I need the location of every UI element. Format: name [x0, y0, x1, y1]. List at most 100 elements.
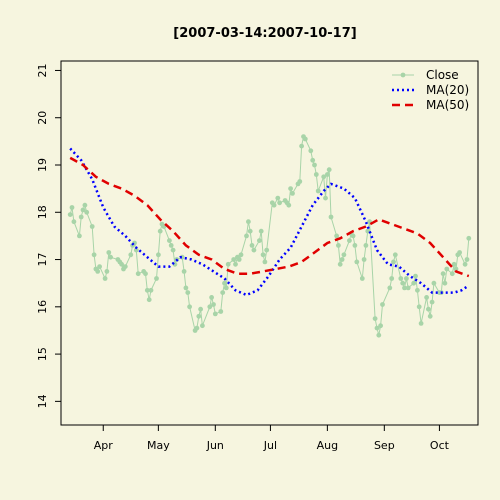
- data-point: [416, 304, 422, 310]
- data-point: [315, 188, 321, 194]
- series-1: [69, 147, 470, 297]
- data-point: [246, 219, 251, 225]
- data-point: [413, 273, 418, 279]
- data-point: [133, 247, 139, 253]
- x-tick-label: Jul: [263, 439, 277, 452]
- x-tick-label: May: [147, 439, 170, 452]
- data-point: [361, 257, 367, 262]
- legend-label: MA(50): [426, 98, 469, 112]
- data-point: [249, 243, 255, 248]
- data-point: [156, 252, 161, 258]
- data-point: [372, 316, 378, 321]
- data-point: [200, 323, 205, 329]
- data-point: [378, 323, 383, 329]
- data-point: [196, 313, 202, 319]
- x-axis: Apr May Jun Jul Aug Sep Oct: [94, 425, 450, 452]
- data-point: [321, 174, 327, 180]
- y-tick-label: 20: [36, 111, 49, 125]
- data-point: [154, 276, 159, 281]
- data-point: [359, 276, 365, 281]
- data-point: [404, 276, 409, 281]
- data-point: [91, 252, 97, 258]
- data-point: [194, 325, 200, 331]
- data-point: [207, 304, 213, 310]
- y-tick-label: 21: [36, 63, 49, 77]
- data-point: [302, 136, 308, 142]
- data-point: [380, 302, 385, 307]
- data-point: [453, 266, 459, 272]
- data-point: [288, 186, 293, 192]
- x-tick-label: Apr: [94, 439, 114, 452]
- y-tick-label: 19: [36, 158, 49, 172]
- data-point: [297, 179, 303, 184]
- data-point: [326, 167, 332, 173]
- data-point: [336, 243, 341, 248]
- data-point: [135, 271, 141, 277]
- legend-label: MA(20): [426, 83, 469, 97]
- data-point: [67, 212, 73, 218]
- y-axis: 14 15 16 17 18 19 20 21: [36, 63, 61, 408]
- data-point: [387, 285, 393, 291]
- data-point: [77, 233, 82, 239]
- data-point: [424, 295, 429, 300]
- data-point: [431, 280, 437, 286]
- data-point: [257, 238, 262, 244]
- data-point: [104, 269, 110, 274]
- data-point: [231, 257, 237, 262]
- data-point: [119, 261, 124, 267]
- data-point: [323, 195, 328, 201]
- series-line: [69, 135, 470, 336]
- data-point: [347, 238, 352, 244]
- data-point: [389, 276, 395, 281]
- y-tick-label: 18: [36, 205, 49, 219]
- data-point: [429, 299, 435, 305]
- data-point: [337, 261, 343, 267]
- data-point: [170, 247, 176, 253]
- data-point: [71, 219, 77, 225]
- data-point: [97, 264, 102, 269]
- data-point: [286, 202, 292, 208]
- data-point: [128, 252, 134, 258]
- data-point: [341, 252, 347, 258]
- data-point: [225, 261, 231, 267]
- data-point: [223, 285, 229, 291]
- data-point: [339, 257, 345, 262]
- series-line: [69, 156, 470, 278]
- y-tick-label: 16: [36, 300, 49, 314]
- data-point: [84, 209, 90, 215]
- data-point: [69, 205, 75, 210]
- data-point: [299, 143, 304, 149]
- data-point: [95, 269, 101, 274]
- data-point: [457, 250, 462, 255]
- data-point: [462, 261, 468, 267]
- data-point: [187, 304, 193, 310]
- data-point: [157, 228, 163, 234]
- data-point: [218, 309, 224, 314]
- data-point: [354, 259, 360, 265]
- data-point: [262, 259, 268, 265]
- data-point: [198, 306, 204, 312]
- data-point: [185, 290, 191, 295]
- data-point: [334, 233, 339, 239]
- plot-frame: [60, 60, 479, 426]
- data-point: [418, 321, 424, 326]
- data-point: [464, 257, 470, 262]
- data-point: [168, 243, 174, 248]
- data-point: [82, 202, 88, 208]
- x-tick-label: Sep: [374, 439, 395, 452]
- data-point: [398, 276, 404, 281]
- data-point: [144, 287, 150, 293]
- data-point: [277, 200, 282, 206]
- data-point: [181, 269, 187, 274]
- data-point: [402, 285, 407, 291]
- x-tick-label: Jun: [206, 439, 224, 452]
- data-point: [290, 191, 295, 196]
- series-0: [67, 134, 472, 338]
- y-tick-label: 17: [36, 253, 49, 267]
- data-point: [405, 285, 411, 291]
- data-point: [312, 162, 317, 168]
- y-tick-label: 15: [36, 347, 49, 361]
- data-point: [264, 247, 270, 253]
